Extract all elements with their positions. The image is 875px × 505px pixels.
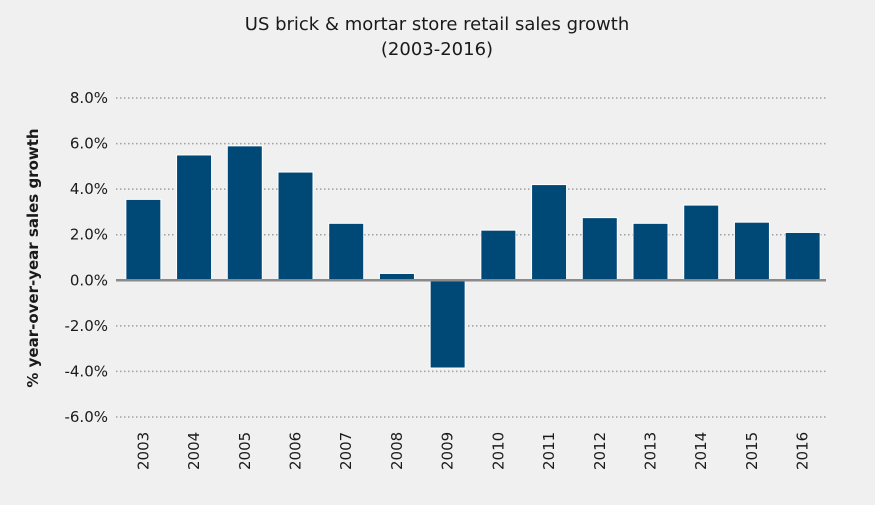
bar-2016 bbox=[784, 231, 821, 281]
bar-2005 bbox=[226, 145, 263, 281]
bar-2009 bbox=[429, 279, 466, 369]
bar-2004 bbox=[176, 154, 213, 281]
x-tick-label: 2006 bbox=[287, 432, 305, 470]
x-tick-label: 2016 bbox=[794, 432, 812, 470]
y-tick-label: 0.0% bbox=[70, 271, 108, 289]
bar-2007 bbox=[328, 222, 365, 281]
y-axis-label: % year-over-year sales growth bbox=[24, 128, 42, 387]
x-axis-ticks: 2003 2004 2005 2006 2007 2008 2009 2010 2011 2012… bbox=[134, 432, 811, 470]
y-tick-label: 2.0% bbox=[70, 226, 108, 244]
x-tick-label: 2009 bbox=[439, 432, 457, 470]
y-axis-ticks: 8.0% 6.0% 4.0% 2.0% 0.0% -2.0% -4.0% -6.0% bbox=[64, 89, 108, 426]
y-tick-label: 6.0% bbox=[70, 135, 108, 153]
x-tick-label: 2012 bbox=[591, 432, 609, 470]
y-tick-label: 8.0% bbox=[70, 89, 108, 107]
x-tick-label: 2013 bbox=[642, 432, 660, 470]
chart-title: US brick & mortar store retail sales gro… bbox=[245, 14, 629, 35]
bars bbox=[125, 145, 821, 369]
x-tick-label: 2010 bbox=[489, 432, 507, 470]
bar-2010 bbox=[480, 229, 517, 281]
bar-2011 bbox=[531, 184, 568, 281]
y-tick-label: 4.0% bbox=[70, 180, 108, 198]
x-tick-label: 2014 bbox=[692, 432, 710, 470]
bar-2012 bbox=[581, 217, 618, 281]
x-tick-label: 2003 bbox=[134, 432, 152, 470]
bar-2014 bbox=[683, 204, 720, 281]
chart-subtitle: (2003-2016) bbox=[381, 39, 493, 60]
y-tick-label: -2.0% bbox=[64, 317, 108, 335]
y-tick-label: -6.0% bbox=[64, 408, 108, 426]
gridlines bbox=[116, 97, 826, 418]
y-tick-label: -4.0% bbox=[64, 362, 108, 380]
x-tick-label: 2007 bbox=[337, 432, 355, 470]
bar-2015 bbox=[733, 221, 770, 281]
x-tick-label: 2005 bbox=[236, 432, 254, 470]
bar-2003 bbox=[125, 198, 162, 281]
x-tick-label: 2011 bbox=[540, 432, 558, 470]
x-tick-label: 2004 bbox=[185, 432, 203, 470]
x-tick-label: 2008 bbox=[388, 432, 406, 470]
bar-2013 bbox=[632, 222, 669, 281]
x-tick-label: 2015 bbox=[743, 432, 761, 470]
bar-2006 bbox=[277, 171, 314, 281]
